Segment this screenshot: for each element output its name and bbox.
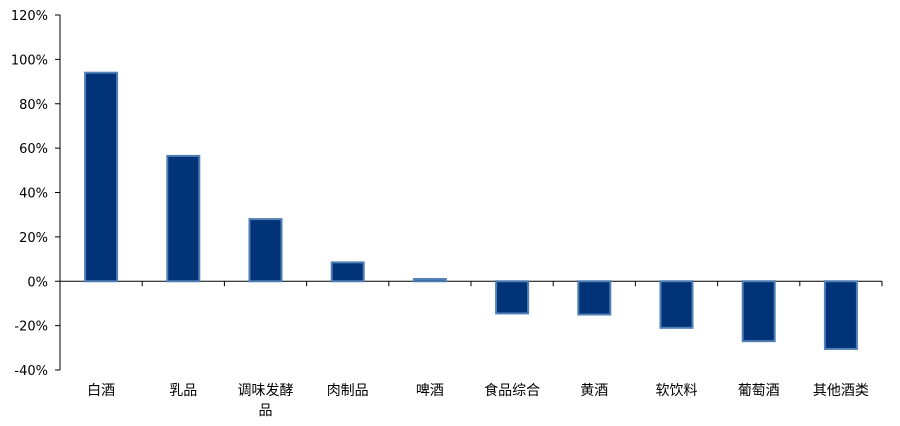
y-tick-label: 80% — [19, 98, 48, 113]
x-tick-label: 葡萄酒 — [738, 383, 780, 399]
x-axis-labels: 白酒 乳品 调味发酵品 肉制品 啤酒 食品综合 黄酒 软饮料 葡萄酒 其他酒类 — [87, 382, 869, 419]
y-tick-label: 40% — [19, 187, 48, 202]
bar — [659, 280, 694, 329]
y-tick-label: 60% — [19, 142, 48, 157]
bar — [823, 280, 858, 350]
x-tick-label: 啤酒 — [416, 383, 444, 399]
x-tick-label: 肉制品 — [327, 383, 369, 399]
x-tick-label: 软饮料 — [656, 383, 698, 399]
bar — [166, 154, 201, 283]
y-tick-label: 120% — [11, 9, 48, 24]
bar — [412, 278, 447, 283]
bar — [495, 280, 530, 315]
bar — [330, 261, 365, 283]
bars — [84, 71, 858, 350]
y-tick-label: -20% — [14, 320, 48, 335]
bar — [577, 280, 612, 316]
x-tick-label: 其他酒类 — [813, 383, 869, 399]
bar — [84, 71, 119, 283]
x-tick-label: 食品综合 — [484, 382, 540, 399]
y-tick-label: -40% — [14, 364, 48, 379]
y-tick-label: 100% — [11, 53, 48, 68]
x-tick-label: 白酒 — [87, 383, 115, 399]
bar — [741, 280, 776, 343]
x-tick-label: 黄酒 — [580, 382, 608, 399]
x-tick-label: 乳品 — [169, 383, 197, 399]
y-tick-label: 0% — [27, 275, 48, 290]
y-axis-ticks: -40% -20% 0% 20% 40% 60% 80% 100% 120% — [11, 9, 60, 379]
bar — [248, 218, 283, 283]
y-tick-label: 20% — [19, 231, 48, 246]
x-tick-label: 调味发酵品 — [238, 383, 294, 419]
